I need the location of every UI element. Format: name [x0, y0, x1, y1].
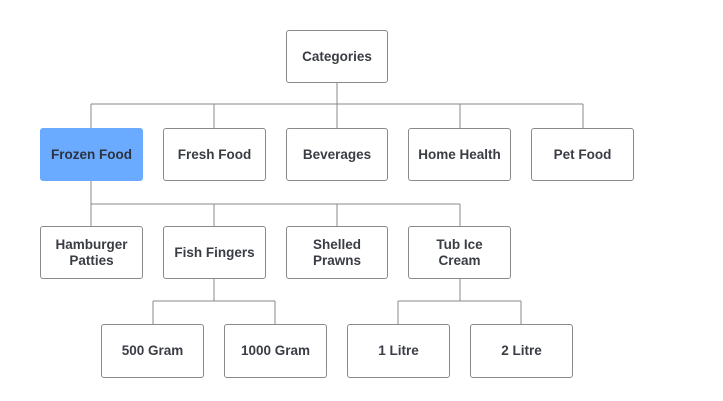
- node-pet-food[interactable]: Pet Food: [531, 128, 634, 181]
- node-label: Frozen Food: [51, 146, 132, 162]
- node-label: Tub Ice Cream: [436, 236, 483, 268]
- node-500-gram[interactable]: 500 Gram: [101, 324, 204, 378]
- node-label: Hamburger Patties: [55, 236, 128, 268]
- node-label: 2 Litre: [501, 343, 542, 358]
- node-label: Categories: [302, 48, 372, 64]
- node-label: Home Health: [418, 146, 501, 162]
- node-fish-fingers[interactable]: Fish Fingers: [163, 226, 266, 279]
- node-label: 1000 Gram: [240, 343, 311, 358]
- node-hamburger-patties[interactable]: Hamburger Patties: [40, 226, 143, 279]
- node-home-health[interactable]: Home Health: [408, 128, 511, 181]
- node-label: Beverages: [302, 146, 372, 162]
- node-label: Fresh Food: [177, 146, 252, 162]
- node-label: Shelled Prawns: [312, 236, 362, 268]
- node-frozen-food[interactable]: Frozen Food: [40, 128, 143, 181]
- node-fresh-food[interactable]: Fresh Food: [163, 128, 266, 181]
- node-2-litre[interactable]: 2 Litre: [470, 324, 573, 378]
- node-1000-gram[interactable]: 1000 Gram: [224, 324, 327, 378]
- node-label: 500 Gram: [121, 343, 184, 358]
- node-categories[interactable]: Categories: [286, 30, 388, 83]
- node-beverages[interactable]: Beverages: [286, 128, 388, 181]
- node-label: 1 Litre: [378, 343, 419, 358]
- node-shelled-prawns[interactable]: Shelled Prawns: [286, 226, 388, 279]
- node-label: Fish Fingers: [174, 244, 255, 260]
- node-1-litre[interactable]: 1 Litre: [347, 324, 450, 378]
- node-label: Pet Food: [553, 146, 612, 162]
- node-tub-ice-cream[interactable]: Tub Ice Cream: [408, 226, 511, 279]
